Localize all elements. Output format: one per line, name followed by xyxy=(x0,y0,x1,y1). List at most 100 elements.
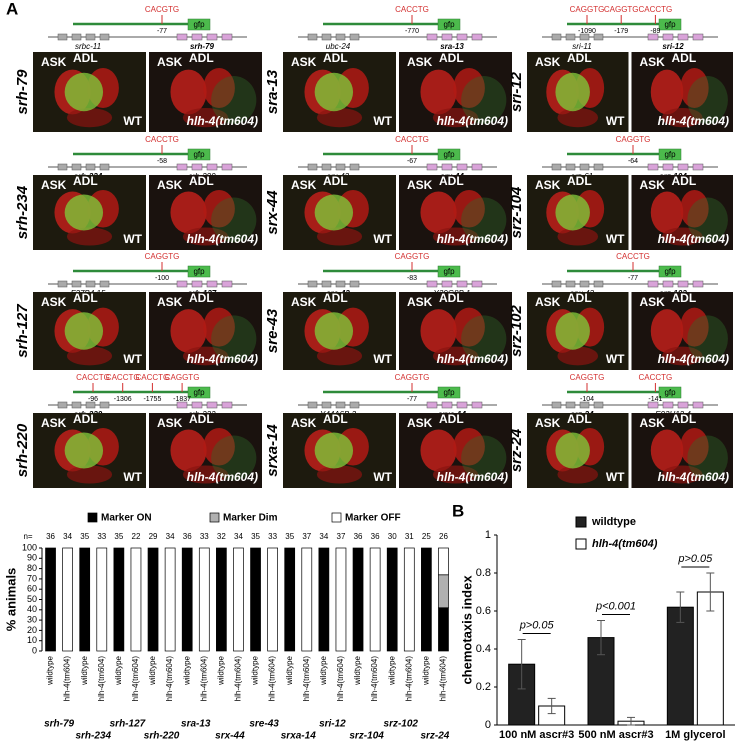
motif-position: -83 xyxy=(407,275,417,282)
cell-green xyxy=(314,312,354,350)
cell-label: ASK xyxy=(640,178,666,192)
y-tick-label: 0.4 xyxy=(476,643,491,655)
gene-name: srh-79 xyxy=(190,42,215,51)
cell-red xyxy=(661,346,703,366)
genotype-label: hlh-4(tm604) xyxy=(437,232,508,246)
n-value: 25 xyxy=(422,532,431,541)
cell-label: ASK xyxy=(535,55,561,69)
cell-label: ADL xyxy=(439,412,464,426)
cell-red xyxy=(680,190,709,228)
cell-label: ASK xyxy=(640,55,666,69)
cell-green xyxy=(555,312,590,350)
gfp-label: gfp xyxy=(193,388,205,397)
genotype-label: WT xyxy=(373,352,392,366)
x-tick-label: hlh-4(tm604) xyxy=(165,656,174,702)
group-label: srxa-14 xyxy=(281,731,316,741)
gene-name: srbc-11 xyxy=(75,42,101,51)
exon xyxy=(565,163,576,171)
bar-segment xyxy=(164,547,176,652)
exon xyxy=(191,401,203,409)
x-tick-label: 1M glycerol xyxy=(665,729,726,741)
cell-red xyxy=(661,108,703,128)
cell-label: ASK xyxy=(157,55,183,69)
exon xyxy=(206,280,218,288)
exon xyxy=(647,163,659,171)
gene-label: srz-104 xyxy=(508,186,525,238)
exon xyxy=(221,163,233,171)
bar-segment xyxy=(301,547,313,652)
bar-segment xyxy=(181,547,193,652)
x-tick-label: hlh-4(tm604) xyxy=(63,656,72,702)
exon xyxy=(456,280,468,288)
exon xyxy=(206,33,218,41)
cell-label: ADL xyxy=(323,51,348,65)
gene-label: sra-13 xyxy=(264,69,281,114)
gene-name: ubc-24 xyxy=(326,42,351,51)
cell-label: ADL xyxy=(672,291,697,305)
cell-red xyxy=(420,429,457,472)
group-label: srx-44 xyxy=(215,731,245,741)
x-tick-label: wildtype xyxy=(353,655,362,685)
exon xyxy=(321,280,332,288)
exon xyxy=(349,401,360,409)
exon xyxy=(349,33,360,41)
cell-red xyxy=(453,68,485,108)
n-value: 22 xyxy=(132,532,141,541)
bar-segment xyxy=(79,547,91,652)
background-green xyxy=(211,435,257,481)
legend-label: Marker OFF xyxy=(345,513,401,524)
cell-label: ASK xyxy=(535,416,561,430)
x-tick-label: wildtype xyxy=(285,655,294,685)
motif-label: CACGTG xyxy=(145,5,179,14)
y-tick-label: 10 xyxy=(27,635,37,645)
y-tick-label: 30 xyxy=(27,614,37,624)
gfp-label: gfp xyxy=(443,388,455,397)
gfp-box xyxy=(187,265,211,278)
exon xyxy=(692,163,704,171)
exon xyxy=(57,163,68,171)
cell-label: ADL xyxy=(189,174,214,188)
x-tick-label: hlh-4(tm604) xyxy=(131,656,140,702)
gfp-label: gfp xyxy=(664,267,676,276)
cell-green xyxy=(314,72,354,112)
panel-label: B xyxy=(452,501,464,520)
cell-red xyxy=(316,227,363,246)
motif-label: CACCTG xyxy=(639,5,673,14)
cell-red xyxy=(316,108,363,128)
cell-label: ASK xyxy=(407,178,433,192)
gfp-box xyxy=(437,265,461,278)
bar-segment xyxy=(352,547,364,652)
x-tick-label: wildtype xyxy=(80,655,89,685)
exon xyxy=(692,401,704,409)
y-tick-label: 0 xyxy=(32,645,37,655)
motif-position: -1090 xyxy=(578,28,596,35)
gene-name: sri-12 xyxy=(662,42,684,51)
exon xyxy=(321,163,332,171)
motif-label: CACCTG xyxy=(616,252,650,261)
exon xyxy=(551,33,562,41)
cell-red xyxy=(66,346,113,366)
background-green xyxy=(211,76,257,124)
bar-segment xyxy=(335,547,347,652)
bar-segment xyxy=(96,547,108,652)
cell-label: ASK xyxy=(41,416,67,430)
cell-green xyxy=(64,312,104,350)
cell-red xyxy=(432,465,479,484)
exon xyxy=(99,280,110,288)
gene-label: srz-102 xyxy=(508,304,525,356)
bar-segment xyxy=(403,547,415,652)
cell-label: ASK xyxy=(640,295,666,309)
group-label: srz-102 xyxy=(384,719,419,730)
y-tick-label: 0 xyxy=(485,719,491,731)
cell-label: ADL xyxy=(672,51,697,65)
genotype-label: WT xyxy=(606,470,625,484)
motif-label: CAGGTG xyxy=(145,252,180,261)
genotype-label: hlh-4(tm604) xyxy=(437,470,508,484)
exon xyxy=(551,163,562,171)
background-green xyxy=(211,315,257,363)
x-tick-label: 100 nM ascr#3 xyxy=(499,729,574,741)
gene-label: srh-234 xyxy=(14,185,31,239)
exon xyxy=(647,401,659,409)
cell-green xyxy=(64,432,104,469)
